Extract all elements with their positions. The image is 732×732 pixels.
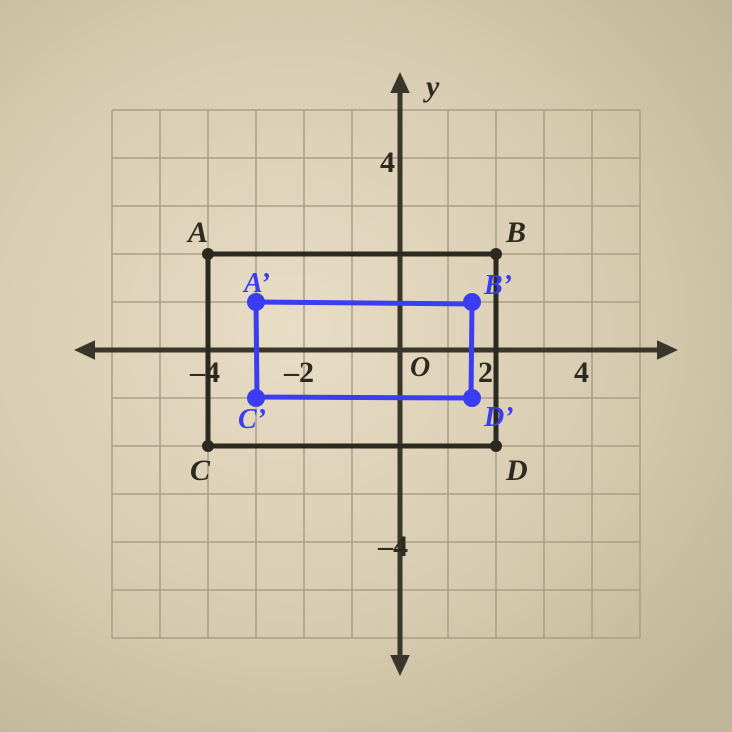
vertex-label-A: A	[186, 216, 208, 249]
vertex-label-C: C	[190, 454, 211, 487]
y-axis-label: y	[423, 70, 440, 103]
vertex-label-D: D	[505, 454, 528, 487]
tick-label: –2	[283, 356, 314, 389]
tick-label: –4	[189, 356, 220, 389]
origin-label: O	[410, 352, 430, 383]
coordinate-plot: 4 –2 2 4 –4 –4 y O A B D C A’ B’ D’ C’	[0, 0, 732, 732]
tick-labels: 4 –2 2 4 –4 –4	[189, 146, 589, 563]
vertex-D-prime	[463, 389, 481, 407]
vertex-label-B: B	[505, 216, 526, 249]
vertex-label-B-prime: B’	[483, 270, 512, 301]
vertex-D	[490, 440, 502, 452]
tick-label: 4	[380, 146, 395, 179]
vertex-B-prime	[463, 293, 481, 311]
vertex-C	[202, 440, 214, 452]
vertex-label-D-prime: D’	[483, 402, 514, 433]
tick-label: 2	[478, 356, 493, 389]
vertex-label-C-prime: C’	[238, 404, 266, 435]
tick-label: –4	[377, 530, 408, 563]
vertex-A	[202, 248, 214, 260]
vertex-B	[490, 248, 502, 260]
graph-canvas: 4 –2 2 4 –4 –4 y O A B D C A’ B’ D’ C’	[0, 0, 732, 732]
tick-label: 4	[574, 356, 589, 389]
vertex-label-A-prime: A’	[242, 268, 270, 299]
